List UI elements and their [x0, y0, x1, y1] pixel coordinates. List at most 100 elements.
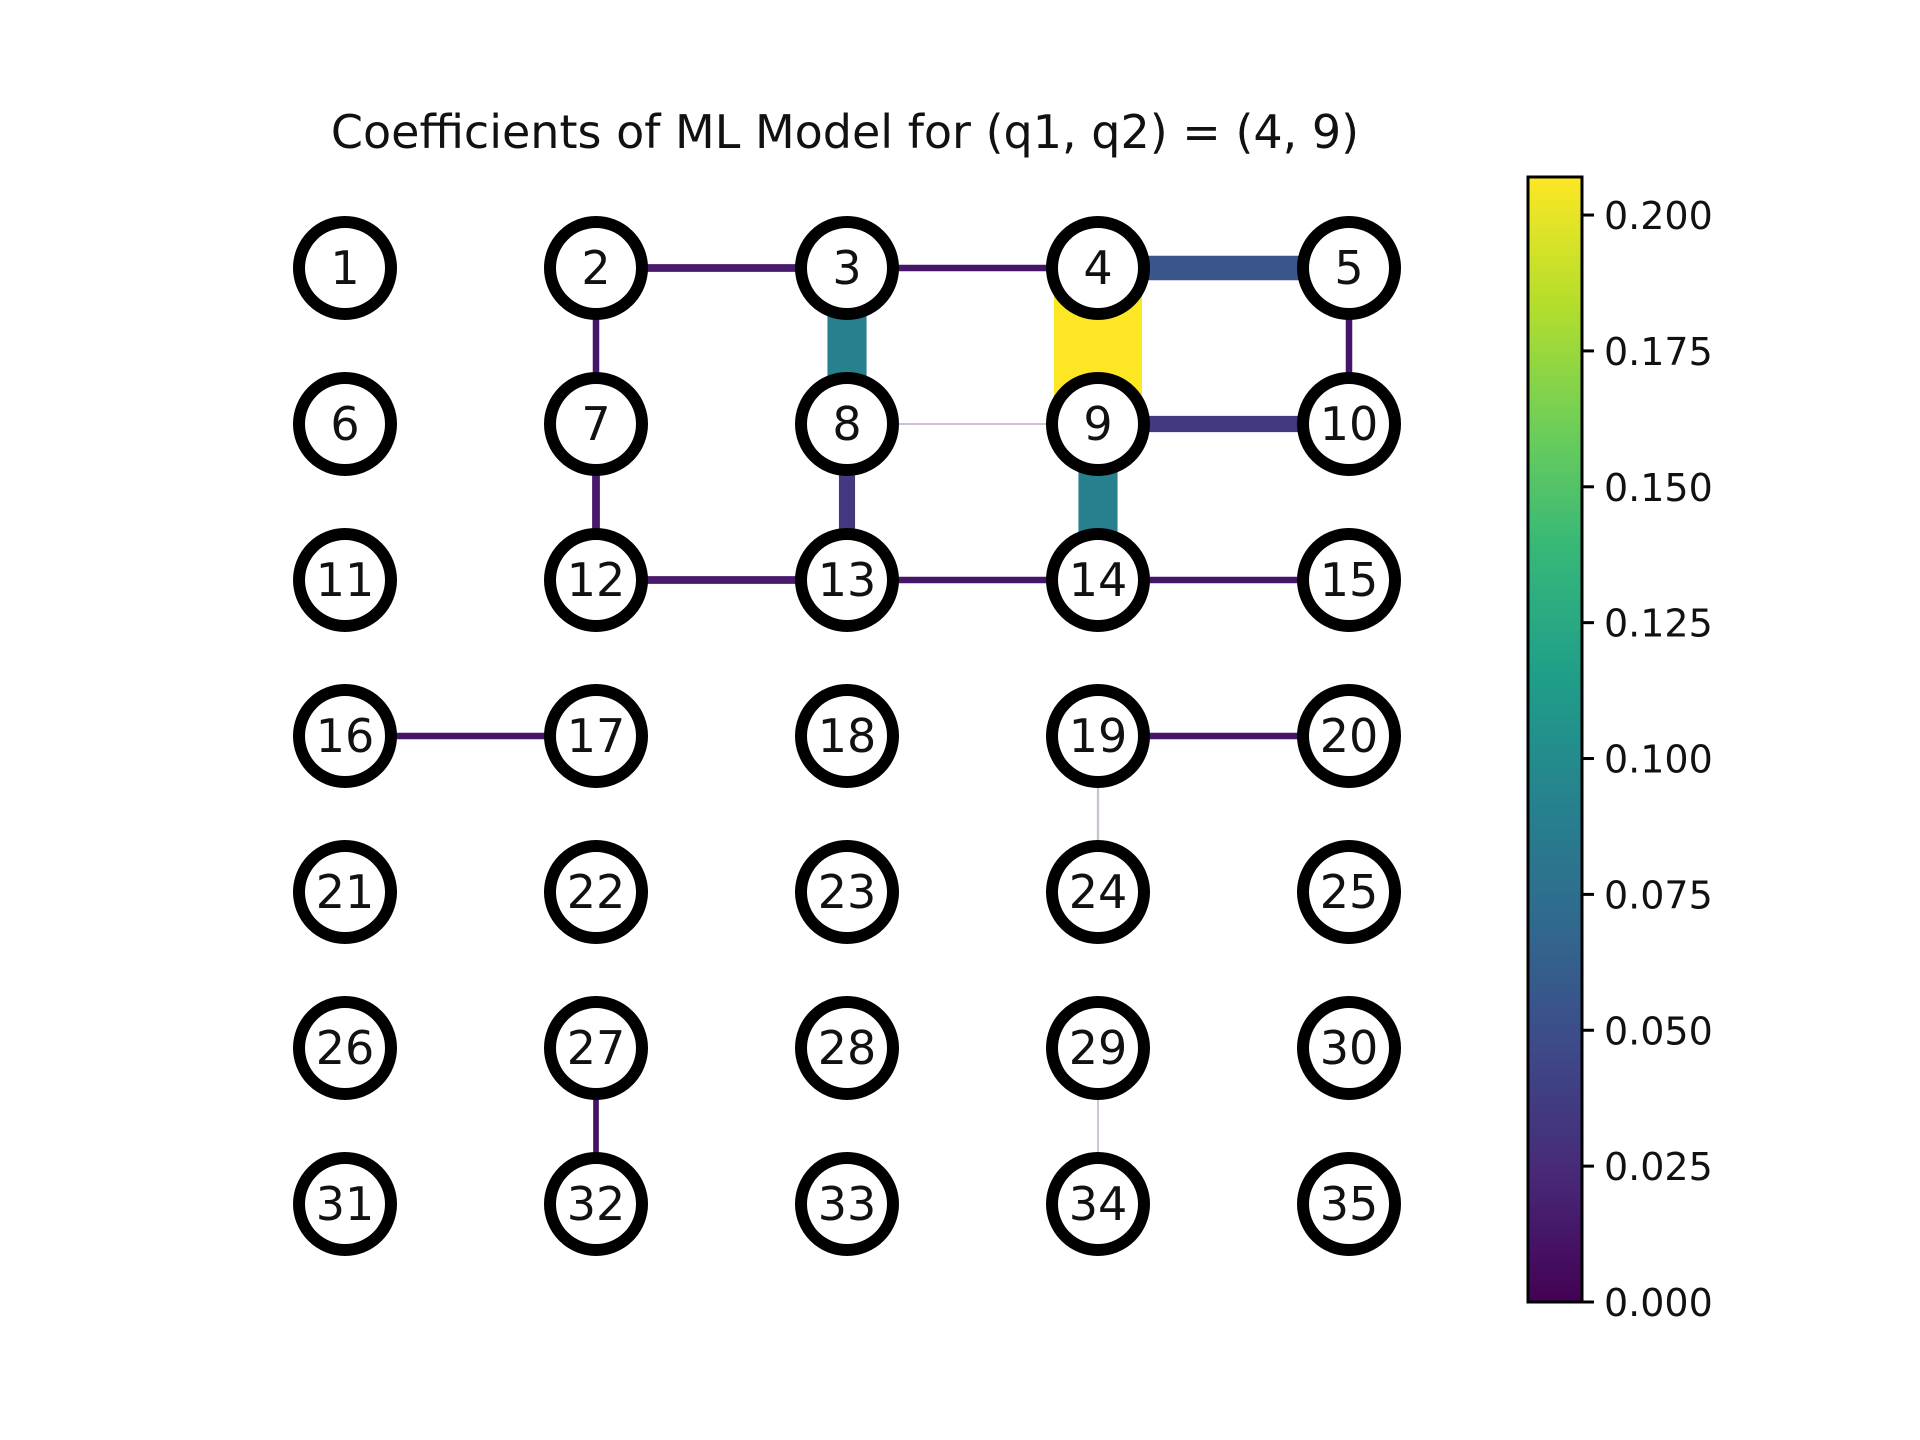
node-label: 33 [818, 1177, 877, 1231]
colorbar-tick-label: 0.125 [1604, 602, 1713, 646]
node-circle [1046, 684, 1150, 788]
node-circle [1046, 216, 1150, 320]
node-13: 13 [795, 528, 899, 632]
node-2: 2 [544, 216, 648, 320]
node-circle [1297, 684, 1401, 788]
node-label: 25 [1320, 865, 1379, 919]
node-label: 13 [818, 553, 877, 607]
node-label: 23 [818, 865, 877, 919]
node-label: 2 [581, 241, 610, 295]
node-label: 27 [567, 1021, 626, 1075]
node-circle [544, 216, 648, 320]
node-label: 28 [818, 1021, 877, 1075]
node-label: 20 [1320, 709, 1379, 763]
node-circle [1297, 840, 1401, 944]
node-circle [1297, 216, 1401, 320]
node-label: 14 [1069, 553, 1128, 607]
colorbar-frame [1526, 175, 1584, 1304]
node-circle [795, 840, 899, 944]
node-11: 11 [293, 528, 397, 632]
node-label: 34 [1069, 1177, 1128, 1231]
node-circle [544, 996, 648, 1100]
node-18: 18 [795, 684, 899, 788]
node-circle [1046, 1152, 1150, 1256]
node-circle [544, 684, 648, 788]
node-label: 32 [567, 1177, 626, 1231]
node-label: 35 [1320, 1177, 1379, 1231]
node-circle [795, 216, 899, 320]
node-label: 24 [1069, 865, 1128, 919]
node-label: 17 [567, 709, 626, 763]
node-circle [293, 372, 397, 476]
colorbar-tick-label: 0.150 [1604, 466, 1713, 510]
node-6: 6 [293, 372, 397, 476]
node-27: 27 [544, 996, 648, 1100]
node-33: 33 [795, 1152, 899, 1256]
node-circle [1046, 528, 1150, 632]
node-4: 4 [1046, 216, 1150, 320]
node-29: 29 [1046, 996, 1150, 1100]
colorbar: 0.000 0.025 0.050 0.075 0.100 0.125 0.150 0.175… [1526, 175, 1713, 1325]
node-label: 16 [316, 709, 375, 763]
node-21: 21 [293, 840, 397, 944]
node-circle [544, 1152, 648, 1256]
node-label: 6 [330, 397, 359, 451]
node-circle [1046, 840, 1150, 944]
node-circle [293, 840, 397, 944]
node-12: 12 [544, 528, 648, 632]
node-label: 11 [316, 553, 375, 607]
node-circle [795, 372, 899, 476]
node-label: 21 [316, 865, 375, 919]
colorbar-tick-label: 0.000 [1604, 1281, 1713, 1325]
node-label: 22 [567, 865, 626, 919]
node-circle [795, 684, 899, 788]
node-circle [293, 216, 397, 320]
node-label: 5 [1334, 241, 1363, 295]
node-circle [795, 1152, 899, 1256]
node-label: 9 [1083, 397, 1112, 451]
node-label: 15 [1320, 553, 1379, 607]
node-7: 7 [544, 372, 648, 476]
node-label: 18 [818, 709, 877, 763]
node-3: 3 [795, 216, 899, 320]
node-label: 1 [330, 241, 359, 295]
node-17: 17 [544, 684, 648, 788]
node-label: 19 [1069, 709, 1128, 763]
colorbar-tick-label: 0.100 [1604, 738, 1713, 782]
node-label: 10 [1320, 397, 1379, 451]
node-28: 28 [795, 996, 899, 1100]
node-circle [1297, 1152, 1401, 1256]
node-1: 1 [293, 216, 397, 320]
node-label: 26 [316, 1021, 375, 1075]
chart-title: Coefficients of ML Model for (q1, q2) = … [331, 105, 1359, 159]
node-label: 30 [1320, 1021, 1379, 1075]
node-label: 12 [567, 553, 626, 607]
node-circle [1297, 528, 1401, 632]
node-10: 10 [1297, 372, 1401, 476]
node-26: 26 [293, 996, 397, 1100]
node-circle [544, 840, 648, 944]
colorbar-gradient [1528, 177, 1582, 1302]
node-20: 20 [1297, 684, 1401, 788]
node-15: 15 [1297, 528, 1401, 632]
node-label: 3 [832, 241, 861, 295]
node-32: 32 [544, 1152, 648, 1256]
node-19: 19 [1046, 684, 1150, 788]
node-circle [293, 1152, 397, 1256]
node-23: 23 [795, 840, 899, 944]
node-24: 24 [1046, 840, 1150, 944]
colorbar-tick-label: 0.200 [1604, 194, 1713, 238]
node-circle [544, 528, 648, 632]
colorbar-tick-label: 0.175 [1604, 330, 1713, 374]
node-label: 29 [1069, 1021, 1128, 1075]
colorbar-tick-label: 0.050 [1604, 1009, 1713, 1053]
node-8: 8 [795, 372, 899, 476]
colorbar-tick-label: 0.075 [1604, 873, 1713, 917]
node-circle [293, 528, 397, 632]
node-14: 14 [1046, 528, 1150, 632]
node-label: 4 [1083, 241, 1112, 295]
node-label: 8 [832, 397, 861, 451]
node-circle [795, 996, 899, 1100]
